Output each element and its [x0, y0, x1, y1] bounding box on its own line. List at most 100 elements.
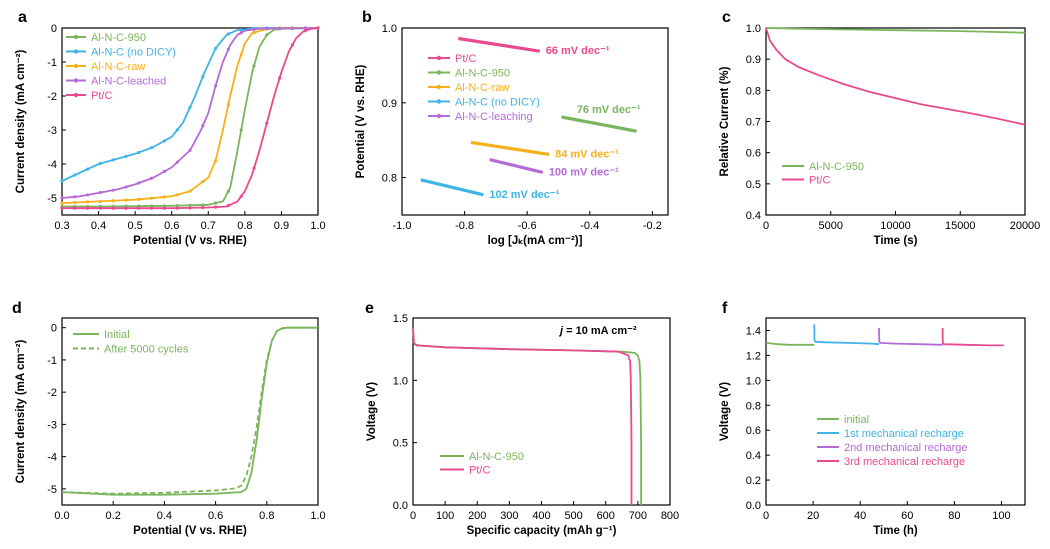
- data-point: [303, 29, 307, 33]
- data-point: [226, 204, 230, 208]
- legend-marker: [73, 78, 79, 83]
- legend-marker: [436, 55, 442, 61]
- y-tick-label: -3: [47, 419, 57, 431]
- x-tick-label: 10000: [880, 220, 911, 232]
- x-tick-label: -1.0: [393, 220, 412, 232]
- data-point: [98, 199, 102, 203]
- x-tick-label: 100: [436, 510, 454, 522]
- data-point: [73, 173, 77, 177]
- series-line-initial: [61, 326, 318, 496]
- legend-label: Al-N-C-950: [455, 68, 510, 80]
- data-point: [214, 205, 218, 209]
- series-line-pt-c: [458, 36, 540, 53]
- x-tick-label: 80: [948, 510, 960, 522]
- y-axis-label: Voltage (V): [366, 382, 378, 441]
- data-point: [60, 179, 64, 183]
- y-tick-label: 0: [51, 23, 57, 35]
- x-tick-label: 0.7: [201, 220, 216, 232]
- data-point: [124, 154, 128, 158]
- x-tick-label: 0: [763, 220, 769, 232]
- legend-label: initial: [844, 414, 869, 426]
- slope-label: 84 mV dec⁻¹: [555, 148, 619, 160]
- data-point: [60, 206, 64, 210]
- data-point: [150, 204, 154, 208]
- data-point: [98, 161, 102, 166]
- data-point: [201, 75, 205, 79]
- x-axis-label: Time (h): [873, 525, 918, 537]
- current-density-annotation: j = 10 mA cm⁻²: [558, 325, 637, 337]
- y-axis-label: Current density (mA cm⁻²): [15, 340, 27, 484]
- data-point: [86, 200, 90, 204]
- data-point: [214, 46, 218, 51]
- series-line-al-n-c-950: [412, 341, 642, 505]
- data-point: [73, 195, 77, 199]
- data-point: [201, 124, 205, 128]
- data-point: [150, 196, 154, 200]
- data-point: [226, 47, 230, 51]
- x-tick-label: 0.8: [259, 510, 274, 522]
- y-tick-label: 0.6: [746, 148, 761, 160]
- x-tick-label: 0.3: [54, 220, 69, 232]
- slope-label: 66 mV dec⁻¹: [546, 45, 610, 57]
- data-point: [188, 148, 192, 152]
- y-tick-label: -5: [47, 484, 57, 496]
- data-point: [239, 128, 243, 132]
- data-point: [252, 30, 256, 35]
- legend-marker: [73, 34, 79, 40]
- legend-label: Al-N-C-raw: [91, 61, 145, 73]
- y-tick-label: -3: [47, 125, 57, 137]
- x-tick-label: 5000: [819, 220, 843, 232]
- data-point: [60, 196, 64, 200]
- data-point: [239, 194, 243, 198]
- data-point: [226, 32, 230, 36]
- x-tick-label: -0.8: [455, 220, 474, 232]
- series-line-pt-c: [412, 327, 633, 505]
- y-tick-label: 1.0: [746, 23, 761, 35]
- y-tick-label: 0.5: [393, 438, 408, 450]
- y-tick-label: -1: [47, 355, 57, 367]
- legend-marker: [436, 113, 442, 119]
- data-point: [73, 200, 77, 205]
- x-tick-label: 0.4: [157, 510, 172, 522]
- legend-label: Al-N-C-leached: [91, 76, 166, 88]
- legend-marker: [436, 70, 442, 75]
- x-tick-label: 60: [901, 510, 913, 522]
- y-tick-label: 0.5: [746, 179, 761, 191]
- y-tick-label: 1.5: [393, 313, 408, 325]
- legend-label: Initial: [104, 329, 130, 341]
- panel-letter: a: [18, 9, 27, 26]
- data-point: [162, 206, 166, 210]
- plot-frame: [61, 317, 319, 506]
- legend-label: 1st mechanical recharge: [844, 428, 964, 440]
- x-tick-label: -0.6: [518, 220, 537, 232]
- y-tick-label: -2: [47, 91, 57, 103]
- data-point: [111, 199, 115, 203]
- series-line-al-n-c-raw: [61, 27, 318, 204]
- annotation-text: = 10 mA cm⁻²: [563, 325, 637, 337]
- x-tick-label: 200: [468, 510, 486, 522]
- panel-f: 0 20 40 60 80 100 0.0 0.2 0.4 0.6 0.8 1.0 1.2 1.4 Time…: [719, 300, 1026, 537]
- x-tick-label: 800: [661, 510, 679, 522]
- slope-label: 102 mV dec⁻¹: [489, 189, 559, 201]
- panel-letter: d: [12, 300, 22, 317]
- data-point: [162, 204, 166, 208]
- legend-label: Al-N-C-950: [809, 161, 864, 173]
- y-axis-label: Voltage (V): [719, 382, 731, 441]
- y-axis-label: Current density (mA cm⁻²): [15, 50, 27, 194]
- data-point: [252, 27, 256, 32]
- data-point: [150, 206, 154, 210]
- data-point: [188, 189, 192, 193]
- legend-label: Pt/C: [809, 175, 830, 187]
- x-tick-label: -0.2: [643, 220, 662, 232]
- series-line-2nd-mechanical-recharge: [878, 327, 943, 346]
- data-point: [137, 206, 141, 210]
- data-point: [265, 121, 269, 125]
- y-tick-label: 0.8: [746, 400, 761, 412]
- y-tick-label: 1.2: [746, 350, 761, 362]
- data-point: [175, 193, 179, 197]
- x-tick-label: 0.5: [127, 220, 142, 232]
- data-point: [175, 160, 179, 164]
- y-tick-label: -4: [47, 452, 57, 464]
- x-tick-label: 0.0: [54, 510, 69, 522]
- y-axis-label: Relative Current (%): [719, 66, 731, 176]
